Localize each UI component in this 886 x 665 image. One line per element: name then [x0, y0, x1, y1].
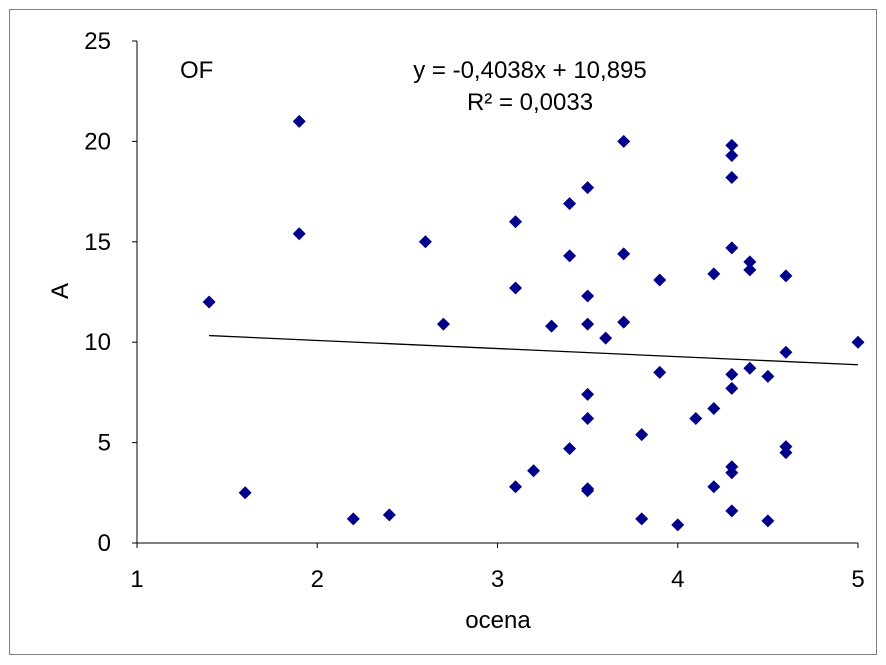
data-point	[761, 369, 775, 383]
data-point	[346, 512, 360, 526]
data-point	[238, 486, 252, 500]
data-point	[527, 464, 541, 478]
data-point	[509, 480, 523, 494]
data-point	[707, 480, 721, 494]
panel-label: OF	[180, 57, 213, 84]
y-tick-label: 25	[84, 28, 111, 55]
data-point	[436, 317, 450, 331]
y-axis-title: A	[47, 283, 74, 299]
data-point	[725, 241, 739, 255]
data-point	[743, 361, 757, 375]
y-tick-label: 5	[98, 430, 111, 457]
data-point	[689, 412, 703, 426]
data-point	[653, 273, 667, 287]
data-point	[581, 181, 595, 195]
data-point	[581, 289, 595, 303]
x-tick-label: 5	[851, 566, 864, 593]
y-tick-label: 15	[84, 229, 111, 256]
trendline-equation: y = -0,4038x + 10,895	[413, 57, 647, 84]
data-point	[617, 134, 631, 148]
data-point	[635, 428, 649, 442]
chart-border	[9, 9, 877, 655]
data-point	[292, 227, 306, 241]
data-point	[707, 267, 721, 281]
data-point	[779, 269, 793, 283]
data-point	[292, 114, 306, 128]
x-tick-label: 4	[671, 566, 684, 593]
data-point	[743, 255, 757, 269]
trendline-r2: R² = 0,0033	[467, 89, 593, 116]
data-point	[418, 235, 432, 249]
data-point	[382, 508, 396, 522]
data-point	[725, 148, 739, 162]
data-point	[653, 365, 667, 379]
data-point	[563, 249, 577, 263]
data-point	[779, 345, 793, 359]
data-point	[851, 335, 865, 349]
data-point	[725, 381, 739, 395]
data-point	[563, 197, 577, 211]
data-point	[761, 514, 775, 528]
data-point	[202, 295, 216, 309]
x-tick-label: 3	[491, 566, 504, 593]
data-point	[581, 317, 595, 331]
data-point	[779, 446, 793, 460]
data-point	[581, 484, 595, 498]
data-point	[725, 466, 739, 480]
data-point	[581, 387, 595, 401]
data-point	[725, 367, 739, 381]
data-point	[563, 442, 577, 456]
y-tick-label: 0	[98, 530, 111, 557]
data-point	[725, 504, 739, 518]
data-point	[509, 215, 523, 229]
data-point	[545, 319, 559, 333]
data-point	[509, 281, 523, 295]
y-tick-label: 20	[84, 128, 111, 155]
x-axis-title: ocena	[465, 607, 531, 634]
data-point	[581, 412, 595, 426]
data-point	[617, 315, 631, 329]
data-point	[671, 518, 685, 532]
data-point	[725, 138, 739, 152]
data-point	[599, 331, 613, 345]
trendline	[209, 334, 859, 366]
data-point	[617, 247, 631, 261]
data-point	[743, 263, 757, 277]
y-tick-label: 10	[84, 329, 111, 356]
data-point	[707, 401, 721, 415]
x-tick-label: 1	[130, 566, 143, 593]
x-tick-label: 2	[311, 566, 324, 593]
data-point	[635, 512, 649, 526]
data-point	[725, 171, 739, 185]
